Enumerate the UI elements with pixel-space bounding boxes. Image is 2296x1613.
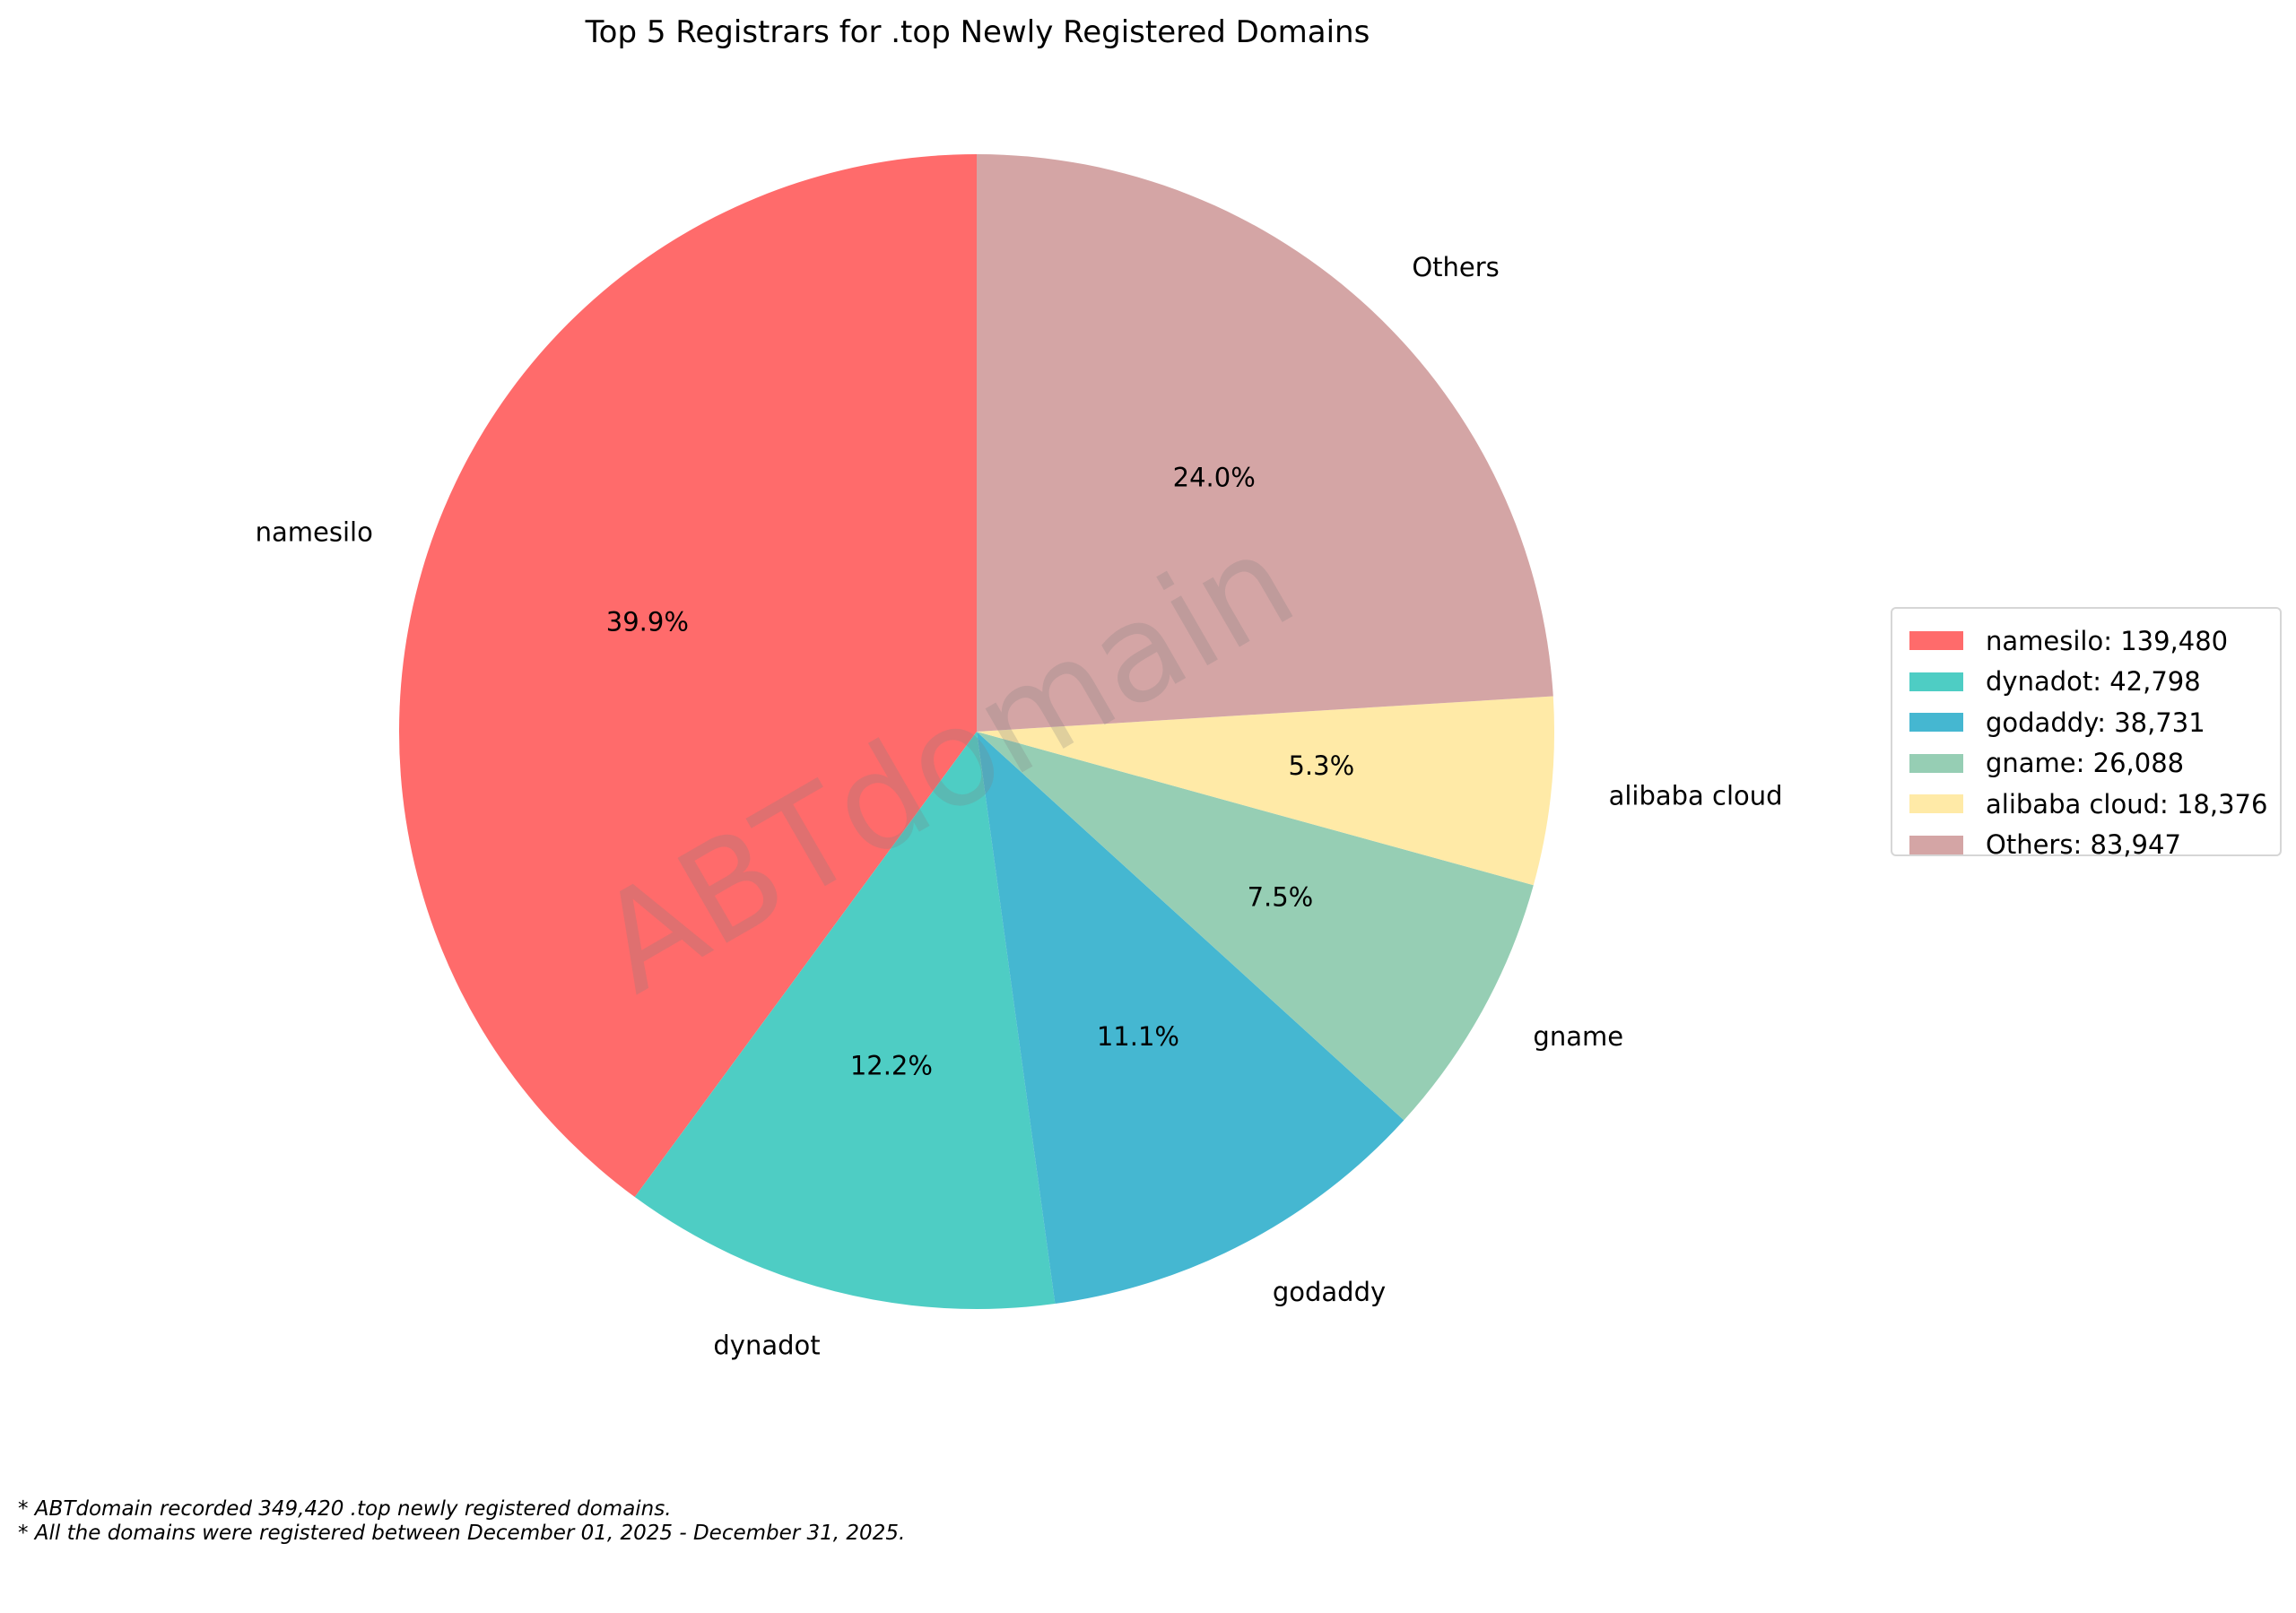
legend-item: godaddy: 38,731 — [1901, 702, 2280, 743]
legend-swatch — [1909, 835, 1963, 854]
pie-wedge-alibaba-cloud — [977, 696, 1554, 886]
legend-swatch — [1909, 672, 1963, 691]
percent-labels: 39.9% 12.2% 11.1% 7.5% 5.3% 24.0% — [606, 463, 1354, 1081]
percent-label: 24.0% — [1173, 463, 1256, 493]
legend-item: namesilo: 139,480 — [1901, 620, 2280, 662]
legend-label: namesilo: 139,480 — [1986, 625, 2229, 656]
legend-swatch — [1909, 794, 1963, 814]
legend-label: dynadot: 42,798 — [1986, 666, 2201, 698]
category-label: gname — [1533, 1021, 1623, 1052]
legend-label: godaddy: 38,731 — [1986, 707, 2205, 738]
category-label: namesilo — [256, 516, 373, 547]
pie-wedge-godaddy — [977, 732, 1405, 1305]
percent-label: 12.2% — [850, 1051, 933, 1081]
pie-wedge-dynadot — [634, 732, 1056, 1309]
category-label: godaddy — [1273, 1277, 1386, 1307]
legend-label: alibaba cloud: 18,376 — [1986, 788, 2268, 820]
category-labels: namesilo dynadot godaddy gname alibaba cloud… — [256, 252, 1783, 1361]
category-label: alibaba cloud — [1609, 780, 1783, 811]
category-label: dynadot — [713, 1331, 820, 1361]
legend-label: gname: 26,088 — [1986, 748, 2185, 779]
legend: namesilo: 139,480 dynadot: 42,798 godadd… — [1891, 607, 2282, 860]
legend-item: Others: 83,947 — [1901, 825, 2280, 866]
legend-item: dynadot: 42,798 — [1901, 662, 2280, 703]
legend-swatch — [1909, 753, 1963, 773]
legend-item: gname: 26,088 — [1901, 743, 2280, 785]
footnote-line: * ABTdomain recorded 349,420 .top newly … — [18, 1497, 672, 1521]
percent-label: 39.9% — [606, 607, 689, 637]
category-label: Others — [1412, 252, 1499, 282]
pie-wedge-Others — [977, 154, 1553, 732]
pie-wedge-namesilo — [398, 154, 977, 1198]
legend-label: Others: 83,947 — [1986, 829, 2181, 861]
pie-wedges — [398, 154, 1554, 1309]
pie-wedge-gname — [977, 732, 1534, 1121]
percent-label: 7.5% — [1248, 882, 1314, 913]
chart-title: Top 5 Registrars for .top Newly Register… — [585, 14, 1370, 50]
legend-item: alibaba cloud: 18,376 — [1901, 784, 2280, 825]
legend-swatch — [1909, 713, 1963, 733]
legend-swatch — [1909, 631, 1963, 651]
footnote: * ABTdomain recorded 349,420 .top newly … — [18, 1497, 905, 1546]
percent-label: 11.1% — [1097, 1021, 1179, 1052]
footnote-line: * All the domains were registered betwee… — [18, 1522, 906, 1545]
percent-label: 5.3% — [1288, 750, 1354, 781]
